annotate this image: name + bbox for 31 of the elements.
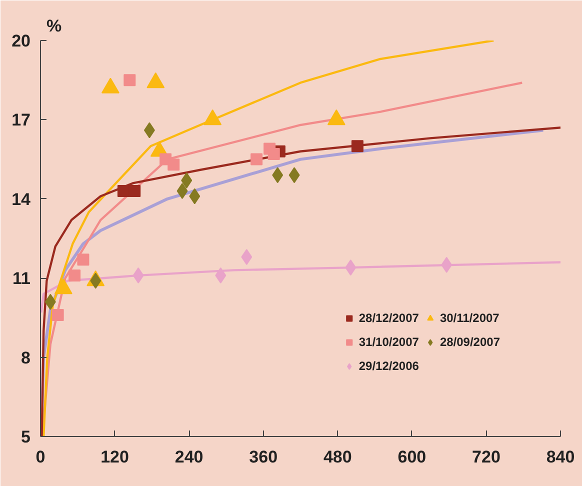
x-tick-label: 840 bbox=[546, 448, 575, 466]
point bbox=[268, 148, 280, 160]
point bbox=[117, 184, 130, 197]
legend-label: 28/12/2007 bbox=[358, 311, 419, 325]
y-tick-label: 14 bbox=[12, 190, 32, 209]
x-tick-label: 600 bbox=[398, 448, 426, 466]
y-tick-label: 5 bbox=[21, 428, 31, 446]
point bbox=[250, 153, 263, 166]
legend-label: 31/10/2007 bbox=[358, 335, 419, 349]
x-tick-label: 0 bbox=[36, 448, 46, 466]
y-tick-label: 8 bbox=[21, 348, 31, 368]
point bbox=[128, 184, 141, 197]
x-tick-label: 720 bbox=[472, 448, 500, 466]
line-series bbox=[40, 261, 560, 314]
point bbox=[351, 140, 364, 152]
point bbox=[124, 74, 136, 86]
y-axis-title: % bbox=[46, 16, 62, 36]
y-tick-label: 11 bbox=[12, 269, 31, 288]
point bbox=[168, 158, 180, 171]
legend-label: 30/11/2007 bbox=[440, 311, 500, 325]
point bbox=[52, 309, 64, 322]
x-tick-label: 480 bbox=[323, 448, 352, 466]
point bbox=[68, 269, 81, 282]
y-tick-label: 20 bbox=[12, 32, 31, 50]
legend-label: 28/09/2007 bbox=[440, 335, 500, 349]
x-tick-label: 360 bbox=[249, 448, 278, 466]
point bbox=[77, 254, 90, 266]
x-tick-label: 240 bbox=[174, 448, 204, 466]
y-tick-label: 17 bbox=[12, 110, 31, 130]
x-tick-label: 120 bbox=[100, 448, 129, 466]
legend-label: 29/12/2006 bbox=[358, 359, 419, 373]
